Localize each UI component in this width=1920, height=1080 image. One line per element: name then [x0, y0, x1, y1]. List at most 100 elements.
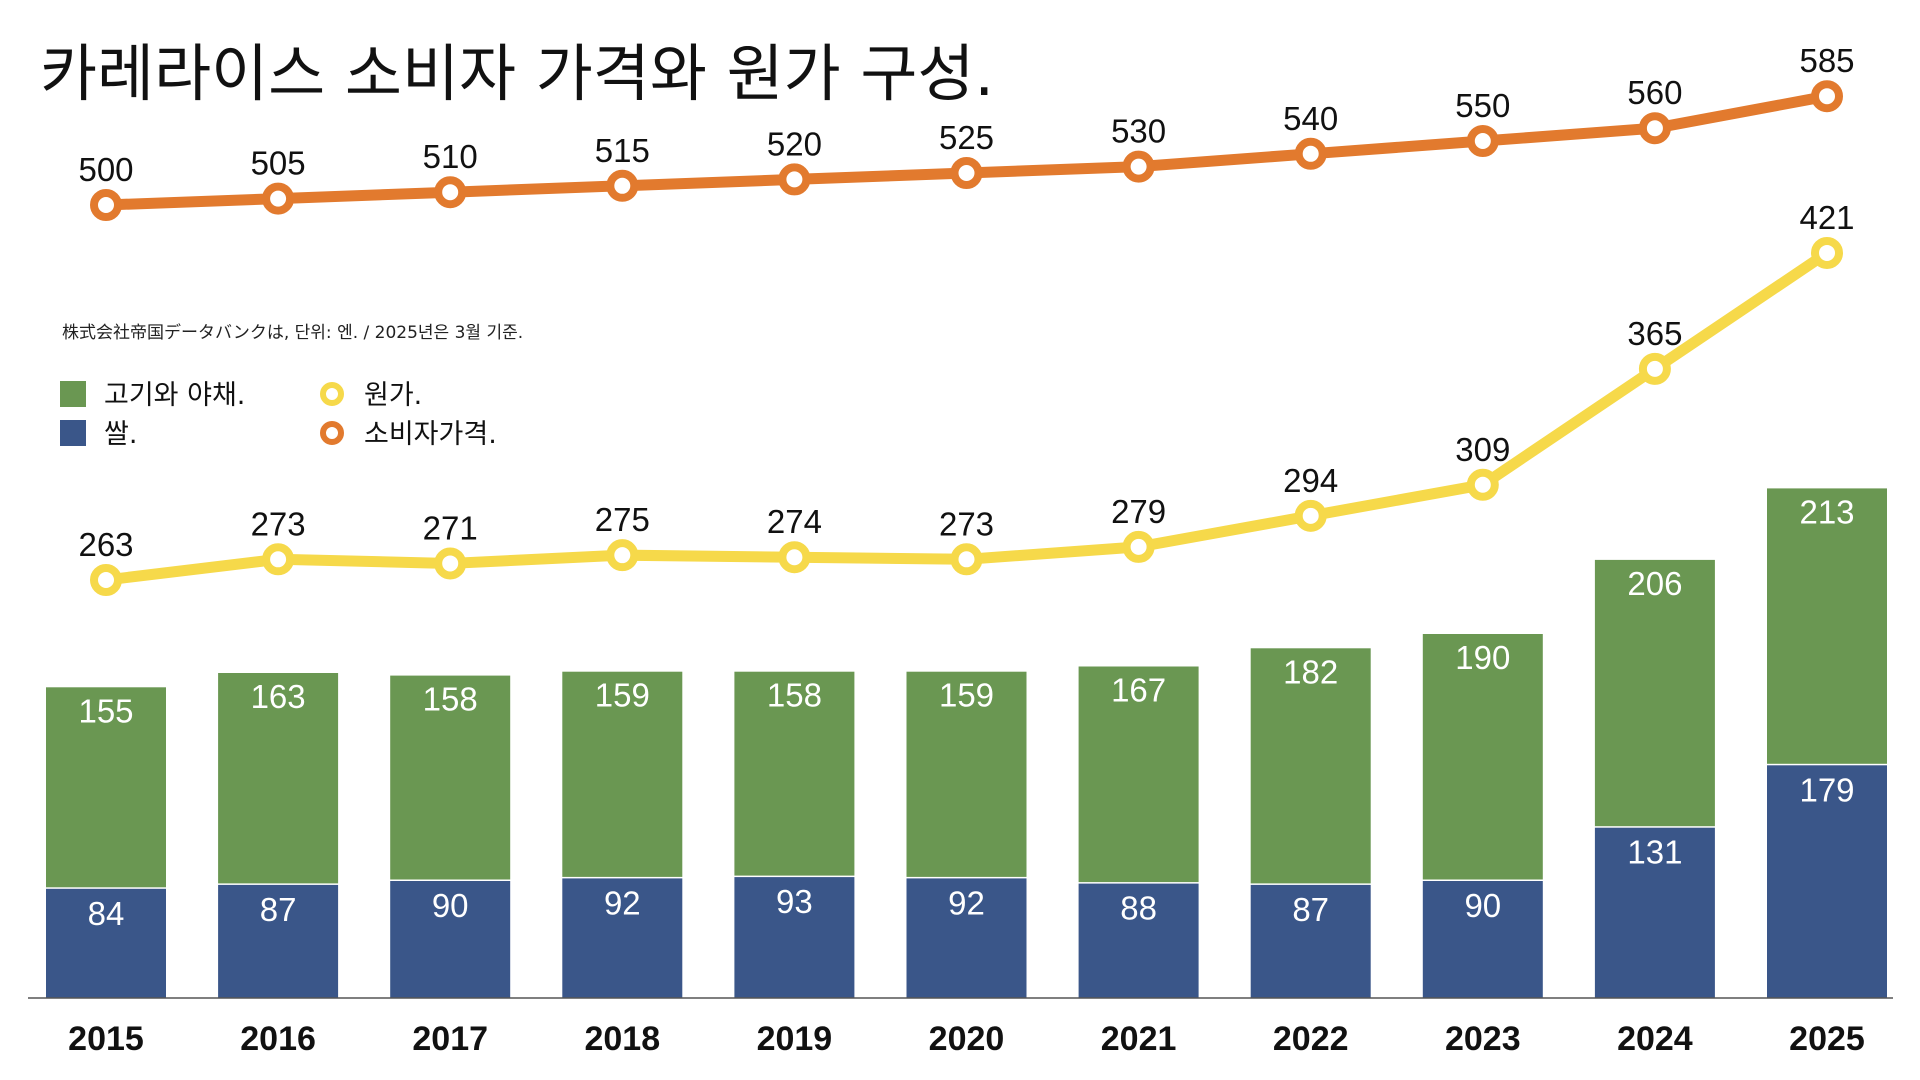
- bar-label-rice-2023: 90: [1464, 887, 1501, 924]
- bar-label-meat-veg-2016: 163: [251, 678, 306, 715]
- bar-label-rice-2019: 93: [776, 883, 813, 920]
- bar-meat-veg-2021: [1078, 666, 1199, 883]
- consumer-price-label-2017: 510: [423, 138, 478, 175]
- bar-label-rice-2025: 179: [1799, 771, 1854, 808]
- bar-label-rice-2020: 92: [948, 884, 985, 921]
- legend-swatch-meat-veg: [60, 381, 86, 407]
- cost-label-2024: 365: [1627, 315, 1682, 352]
- x-tick-2017: 2017: [412, 1020, 488, 1058]
- consumer-price-point-2025: [1811, 80, 1843, 113]
- cost-point-2024: [1638, 352, 1671, 385]
- bar-label-rice-2016: 87: [260, 891, 297, 928]
- legend-label-cost: 원가.: [364, 380, 422, 411]
- cost-label-2016: 273: [251, 505, 306, 542]
- consumer-price-label-2020: 525: [939, 119, 994, 156]
- consumer-price-label-2023: 550: [1455, 87, 1510, 124]
- consumer-price-point-2015: [90, 189, 122, 221]
- cost-point-2020: [950, 543, 983, 576]
- bar-meat-veg-2015: [46, 687, 166, 888]
- cost-point-2016: [262, 543, 295, 576]
- bar-meat-veg-2025: [1767, 488, 1887, 764]
- bar-label-meat-veg-2021: 167: [1111, 672, 1166, 709]
- cost-label-2023: 309: [1455, 431, 1510, 468]
- consumer-price-label-2021: 530: [1111, 113, 1166, 150]
- x-tick-2025: 2025: [1789, 1020, 1865, 1058]
- bar-meat-veg-2019: [734, 671, 855, 876]
- consumer-price-label-2022: 540: [1283, 100, 1338, 137]
- bar-rice-2017: [390, 881, 511, 998]
- bar-label-rice-2024: 131: [1627, 834, 1682, 871]
- consumer-price-point-2020: [950, 157, 983, 189]
- bar-meat-veg-2017: [390, 675, 511, 880]
- consumer-price-point-2022: [1294, 137, 1327, 170]
- legend-marker-consumer-price: [320, 421, 344, 445]
- bar-rice-2022: [1250, 884, 1371, 998]
- consumer-price-label-2018: 515: [595, 132, 650, 169]
- consumer-price-point-2023: [1466, 125, 1499, 157]
- cost-point-2021: [1122, 530, 1155, 563]
- x-tick-2019: 2019: [757, 1020, 833, 1058]
- x-tick-2023: 2023: [1445, 1020, 1521, 1058]
- chart-note: 株式会社帝国データバンクは, 단위: 엔. / 2025년은 3월 기준.: [62, 322, 523, 343]
- x-tick-2021: 2021: [1101, 1020, 1177, 1058]
- bar-rice-2020: [906, 878, 1027, 998]
- legend-label-meat-veg: 고기와 야채.: [104, 380, 245, 411]
- chart-title: 카레라이스 소비자 가격와 원가 구성.: [40, 37, 994, 110]
- consumer-price-point-2024: [1638, 112, 1671, 145]
- consumer-price-label-2015: 500: [78, 151, 133, 188]
- cost-point-2025: [1811, 236, 1843, 269]
- cost-point-2018: [606, 539, 639, 572]
- bar-rice-2019: [734, 877, 855, 998]
- x-tick-2024: 2024: [1617, 1020, 1693, 1058]
- cost-label-2015: 263: [78, 526, 133, 563]
- bar-meat-veg-2020: [906, 671, 1027, 877]
- bar-rice-2021: [1078, 883, 1199, 998]
- bar-rice-2024: [1594, 827, 1715, 998]
- legend-marker-cost: [320, 382, 344, 406]
- bar-rice-2023: [1422, 881, 1543, 998]
- consumer-price-point-2021: [1122, 150, 1155, 183]
- consumer-price-point-2019: [778, 163, 811, 196]
- x-tick-2016: 2016: [240, 1020, 316, 1058]
- cost-point-2023: [1466, 468, 1499, 501]
- cost-label-2020: 273: [939, 505, 994, 542]
- consumer-price-label-2024: 560: [1627, 74, 1682, 111]
- x-tick-2020: 2020: [929, 1020, 1005, 1058]
- bar-meat-veg-2022: [1250, 648, 1371, 884]
- bar-label-meat-veg-2023: 190: [1455, 639, 1510, 676]
- bar-label-rice-2017: 90: [432, 887, 469, 924]
- cost-label-2018: 275: [595, 501, 650, 538]
- bar-label-meat-veg-2024: 206: [1627, 565, 1682, 602]
- consumer-price-label-2025: 585: [1799, 42, 1854, 79]
- bar-rice-2018: [562, 878, 683, 998]
- consumer-price-point-2016: [262, 182, 295, 215]
- bar-meat-veg-2023: [1422, 634, 1543, 880]
- bar-label-meat-veg-2020: 159: [939, 677, 994, 714]
- bar-rice-2025: [1767, 765, 1887, 998]
- cost-point-2017: [434, 547, 467, 580]
- x-tick-2018: 2018: [584, 1020, 660, 1058]
- cost-point-2015: [90, 564, 122, 596]
- legend: 고기와 야채. 쌀. 원가. 소비자가격.: [60, 380, 497, 450]
- bar-rice-2015: [46, 888, 166, 998]
- consumer-price-label-2016: 505: [251, 145, 306, 182]
- bar-label-rice-2018: 92: [604, 884, 641, 921]
- consumer-price-line-layer: 500 505 510 515 520 525 530 540 550 560 585: [78, 42, 1855, 221]
- cost-label-2022: 294: [1283, 462, 1338, 499]
- bars-layer: 84 155 87 163 90 158 92 159 93 158 92 159 88 167 87 182…: [46, 488, 1887, 998]
- bar-label-meat-veg-2022: 182: [1283, 653, 1338, 690]
- bar-label-meat-veg-2017: 158: [423, 681, 478, 718]
- bar-meat-veg-2016: [218, 673, 339, 884]
- cost-label-2019: 274: [767, 503, 822, 540]
- bar-label-rice-2022: 87: [1292, 891, 1329, 928]
- bar-label-rice-2021: 88: [1120, 890, 1157, 927]
- legend-label-consumer-price: 소비자가격.: [364, 419, 497, 450]
- bar-rice-2016: [218, 884, 339, 998]
- consumer-price-label-2019: 520: [767, 125, 822, 162]
- bar-label-meat-veg-2015: 155: [78, 692, 133, 729]
- cost-point-2022: [1294, 499, 1327, 532]
- x-axis-ticks: 2015 2016 2017 2018 2019 2020 2021 2022 2023 2024…: [68, 1020, 1865, 1058]
- cost-label-2025: 421: [1799, 199, 1854, 236]
- x-tick-2022: 2022: [1273, 1020, 1349, 1058]
